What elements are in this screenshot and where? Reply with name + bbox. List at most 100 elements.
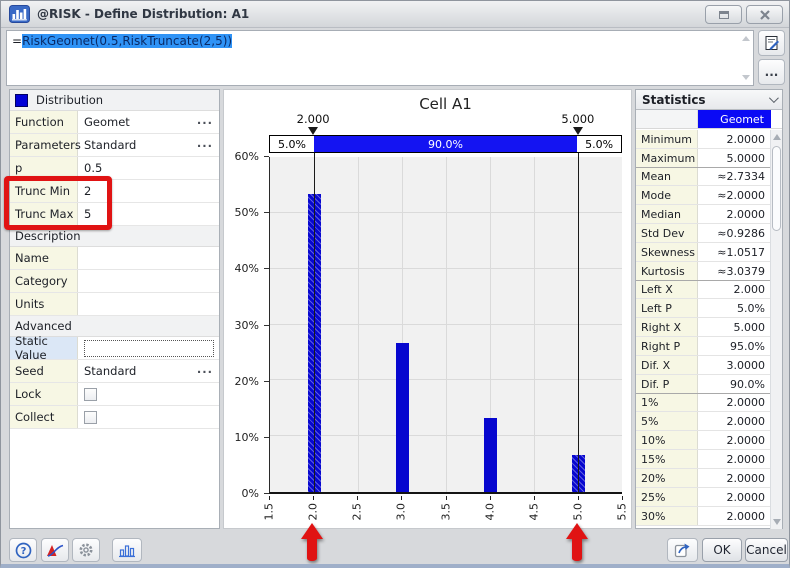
trunc-max-value: 5: [84, 207, 92, 221]
scroll-down-icon[interactable]: [773, 519, 781, 525]
atrisk-app-icon: [9, 5, 30, 23]
delimiter-line[interactable]: [578, 153, 579, 492]
v-gridline: [446, 157, 447, 492]
stat-value: 2.0000: [726, 207, 766, 221]
collect-row[interactable]: Collect: [10, 406, 219, 429]
chart-type-button[interactable]: [112, 538, 142, 562]
stat-row[interactable]: Dif. X 3.0000: [636, 356, 771, 375]
stat-row[interactable]: 15% 2.0000: [636, 450, 771, 469]
formula-input[interactable]: =RiskGeomet(0.5,RiskTruncate(2,5)): [6, 30, 754, 86]
stat-value: 95.0%: [730, 339, 765, 353]
stat-row[interactable]: Right P 95.0%: [636, 337, 771, 356]
p-row[interactable]: p 0.5: [10, 157, 219, 180]
parameters-row[interactable]: Parameters Standard ...: [10, 134, 219, 157]
units-row[interactable]: Units: [10, 293, 219, 316]
edit-formula-button[interactable]: [758, 30, 785, 56]
stat-row[interactable]: Skewness ≈1.0517: [636, 243, 771, 262]
settings-button[interactable]: [72, 538, 100, 562]
trunc-max-label: Trunc Max: [10, 203, 78, 225]
x-tick: [622, 496, 623, 500]
parameters-value: Standard: [84, 138, 137, 152]
close-button[interactable]: [746, 5, 783, 24]
statistics-scrollbar[interactable]: [770, 130, 782, 529]
x-tick-label: 3.5: [439, 503, 452, 521]
stat-row[interactable]: Right X 5.000: [636, 318, 771, 337]
stat-row[interactable]: Mean ≈2.7334: [636, 167, 771, 186]
scroll-up-icon[interactable]: [773, 134, 781, 140]
probability-band[interactable]: 5.0% 90.0% 5.0%: [269, 135, 622, 153]
stat-value: 5.000: [733, 320, 766, 334]
help-button[interactable]: ?: [9, 538, 37, 562]
stat-row[interactable]: 1% 2.0000: [636, 393, 771, 412]
static-value-row[interactable]: Static Value: [10, 334, 219, 362]
formula-options-button[interactable]: ...: [758, 59, 785, 85]
seed-row[interactable]: Seed Standard ...: [10, 360, 219, 383]
v-gridline: [534, 157, 535, 492]
stat-row[interactable]: Left P 5.0%: [636, 299, 771, 318]
close-icon: [759, 9, 770, 20]
stat-value: 2.0000: [726, 132, 766, 146]
stat-row[interactable]: Std Dev ≈0.9286: [636, 224, 771, 243]
stat-label: 5%: [636, 412, 698, 430]
lock-checkbox[interactable]: [84, 387, 97, 401]
stat-row[interactable]: 25% 2.0000: [636, 488, 771, 507]
function-browse-button[interactable]: ...: [196, 113, 213, 127]
bar-chart-icon: [119, 544, 135, 557]
cell-reference-button[interactable]: [667, 538, 698, 562]
title-bar[interactable]: @RISK - Define Distribution: A1: [1, 1, 789, 28]
category-row[interactable]: Category: [10, 270, 219, 293]
middle-probability: 90.0%: [313, 136, 578, 152]
stat-row[interactable]: Mode ≈2.0000: [636, 186, 771, 205]
stat-value: ≈3.0379: [717, 264, 765, 278]
statistics-header[interactable]: Statistics: [636, 90, 782, 110]
y-axis: 0% 10% 20% 30% 40% 50% 60%: [224, 150, 269, 500]
stat-row[interactable]: Maximum 5.0000: [636, 149, 771, 168]
ok-button[interactable]: OK: [702, 538, 742, 562]
x-tick-label: 2.0: [306, 503, 320, 521]
stat-row[interactable]: Left X 2.000: [636, 280, 771, 299]
scrollbar-thumb[interactable]: [772, 146, 781, 231]
right-delimiter-handle-icon[interactable]: [572, 127, 583, 135]
stat-row[interactable]: 5% 2.0000: [636, 412, 771, 431]
trunc-max-row[interactable]: Trunc Max 5: [10, 203, 219, 226]
cancel-button[interactable]: Cancel: [745, 538, 788, 562]
collect-checkbox[interactable]: [84, 410, 97, 424]
formula-scroll-up-icon[interactable]: [742, 36, 750, 41]
chevron-down-icon[interactable]: [768, 93, 779, 104]
delimiter-line[interactable]: [314, 153, 315, 492]
distribution-color-swatch[interactable]: [15, 93, 28, 107]
y-tick: [264, 436, 269, 438]
maximize-button[interactable]: [705, 5, 742, 24]
plot-area[interactable]: [269, 153, 622, 494]
x-tick: [357, 496, 359, 500]
stat-label: 30%: [636, 507, 698, 525]
stat-row[interactable]: Median 2.0000: [636, 205, 771, 224]
stat-label: 20%: [636, 469, 698, 487]
x-tick: [577, 496, 579, 500]
stat-row[interactable]: 20% 2.0000: [636, 469, 771, 488]
stat-value: 5.0000: [726, 151, 766, 165]
stat-row[interactable]: 10% 2.0000: [636, 431, 771, 450]
stat-row[interactable]: Dif. P 90.0%: [636, 375, 771, 394]
static-value-input[interactable]: [84, 339, 214, 357]
trunc-min-row[interactable]: Trunc Min 2: [10, 180, 219, 203]
distribution-format-button[interactable]: [41, 538, 69, 562]
seed-browse-button[interactable]: ...: [196, 362, 213, 376]
stat-row[interactable]: Kurtosis ≈3.0379: [636, 262, 771, 281]
lock-row[interactable]: Lock: [10, 383, 219, 406]
stat-row[interactable]: 30% 2.0000: [636, 507, 771, 526]
p-value: 0.5: [84, 161, 103, 175]
parameters-browse-button[interactable]: ...: [196, 136, 213, 150]
v-gridline: [358, 157, 359, 492]
stat-value: 2.0000: [726, 452, 766, 466]
function-row[interactable]: Function Geomet ...: [10, 111, 219, 134]
name-row[interactable]: Name: [10, 247, 219, 270]
y-tick: [264, 156, 269, 157]
formula-scroll-down-icon[interactable]: [742, 75, 750, 80]
left-delimiter-handle-icon[interactable]: [308, 127, 319, 135]
stat-row[interactable]: Minimum 2.0000: [636, 130, 771, 149]
statistics-column-header: Geomet: [636, 110, 782, 129]
description-section-header: Description: [10, 226, 219, 247]
stat-value: 5.0%: [737, 301, 765, 315]
h-gridline: [270, 435, 622, 437]
